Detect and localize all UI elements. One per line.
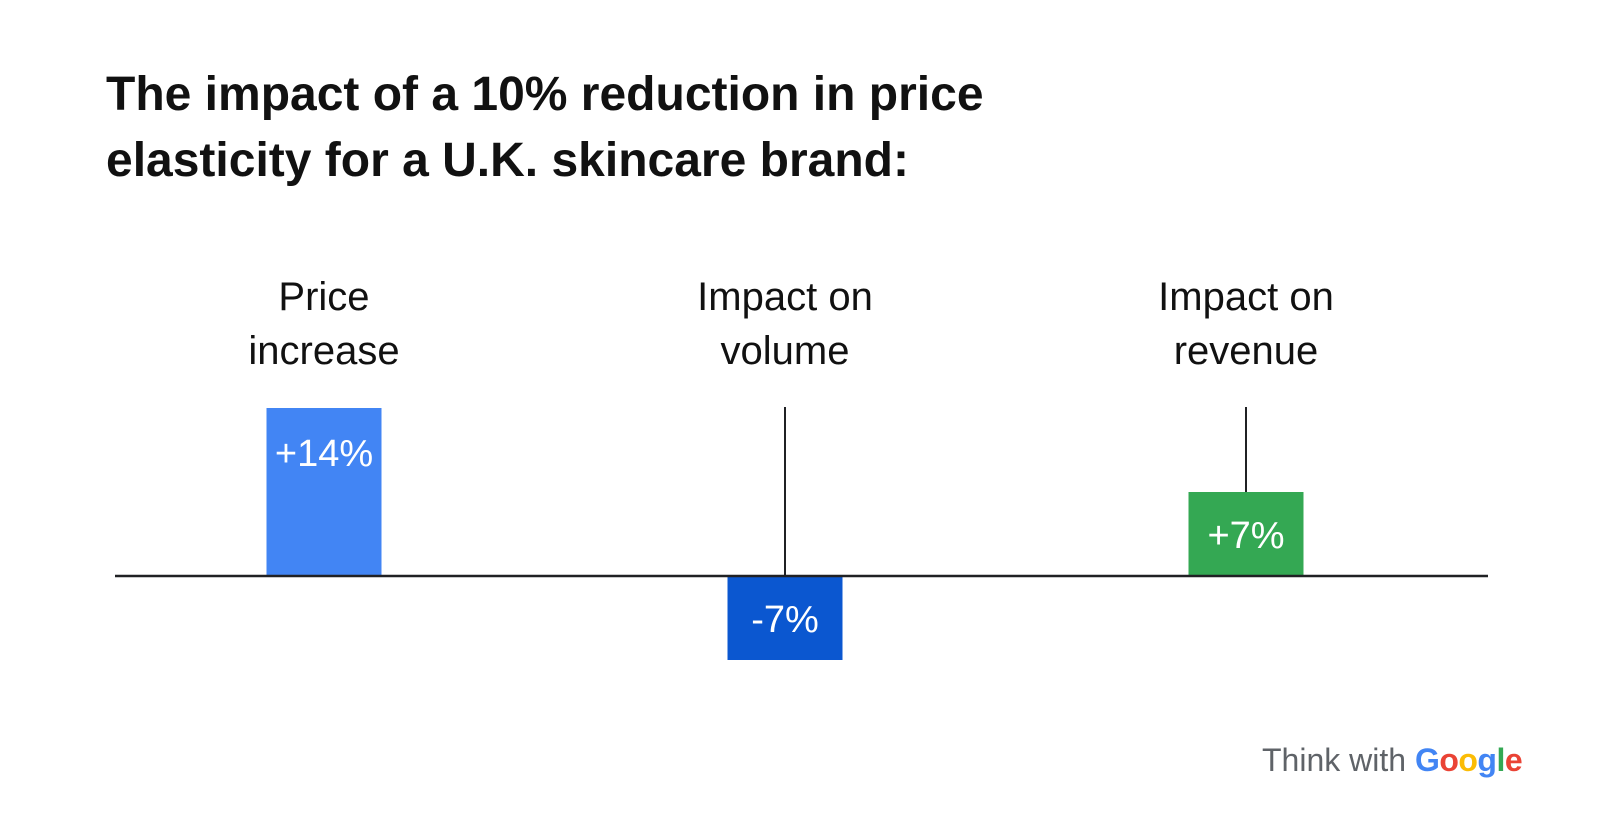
logo-prefix-text: Think with xyxy=(1262,742,1415,778)
bar xyxy=(1188,492,1304,576)
bar-data-label: +14% xyxy=(275,433,373,475)
google-letter: g xyxy=(1477,742,1497,778)
google-letter: o xyxy=(1439,742,1459,778)
category-label: increase xyxy=(248,329,399,373)
think-with-google-logo: Think with Google xyxy=(1262,740,1523,780)
category-label: Impact on xyxy=(1158,275,1334,319)
category-label: Price xyxy=(278,275,369,319)
category-label: Impact on xyxy=(697,275,873,319)
bar-data-label: +7% xyxy=(1207,515,1284,557)
bar-data-label: -7% xyxy=(751,599,819,641)
category-label: volume xyxy=(721,329,850,373)
chart-title-line-2: elasticity for a U.K. skincare brand: xyxy=(106,134,909,187)
google-wordmark: Google xyxy=(1414,742,1523,778)
google-letter: G xyxy=(1414,742,1440,778)
bar xyxy=(266,408,382,576)
bar xyxy=(727,576,843,660)
chart-title: The impact of a 10% reduction in price e… xyxy=(106,62,1306,194)
google-letter: l xyxy=(1496,742,1505,778)
chart-title-line-1: The impact of a 10% reduction in price xyxy=(106,68,984,121)
google-letter: o xyxy=(1458,742,1478,778)
google-letter: e xyxy=(1504,742,1523,778)
category-label: revenue xyxy=(1174,329,1319,373)
